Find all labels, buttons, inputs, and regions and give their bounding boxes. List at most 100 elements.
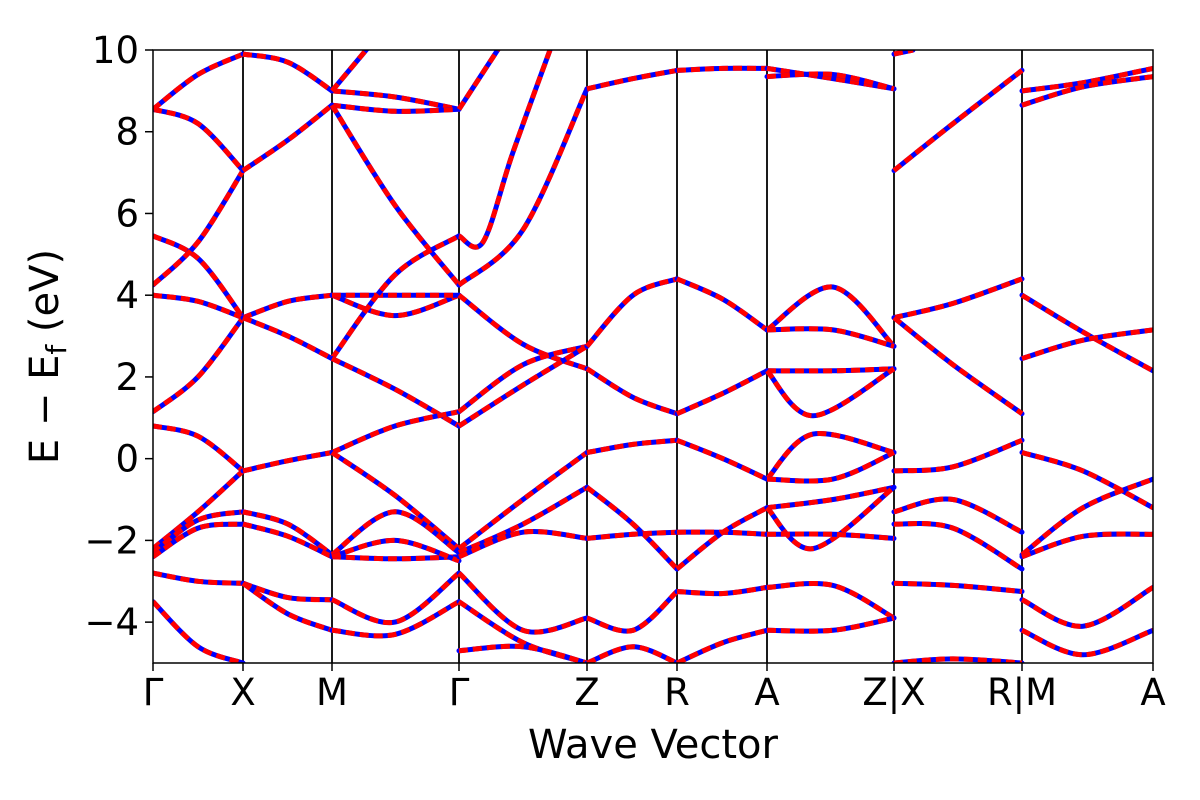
band-line-22	[329, 102, 462, 114]
band-line-overlay-57	[675, 276, 769, 332]
y-tick-label-0: −4	[84, 601, 139, 644]
band-line-overlay-37	[457, 50, 553, 250]
y-tick-label-2: 0	[115, 438, 139, 481]
band-line-34	[329, 570, 462, 626]
band-line-overlay-35	[331, 599, 461, 639]
band-line-overlay-53	[586, 529, 678, 541]
band-line-overlay-50	[585, 366, 678, 417]
band-line-overlay-20	[241, 581, 333, 633]
band-line-54	[584, 589, 680, 634]
band-line-66	[764, 284, 897, 349]
band-line-base-0	[153, 106, 246, 174]
band-line-72	[764, 484, 897, 511]
band-line-overlay-21	[331, 88, 460, 112]
band-line-9	[153, 521, 246, 560]
y-axis-label-main: E − E	[22, 355, 68, 465]
plot-frame	[152, 49, 1154, 664]
band-line-59	[674, 437, 770, 482]
band-line-overlay-56	[676, 65, 768, 73]
band-line-10	[153, 570, 246, 586]
band-line-base-66	[764, 284, 897, 349]
band-line-overlay-94	[1020, 627, 1153, 658]
band-line-base-11	[153, 599, 246, 663]
x-tick-label-3: Γ	[449, 671, 470, 714]
band-line-56	[674, 65, 770, 73]
band-line-38	[456, 86, 590, 288]
band-line-57	[674, 276, 770, 333]
band-line-29	[329, 409, 462, 455]
band-line-42	[456, 450, 590, 552]
band-line-overlay-68	[766, 366, 895, 374]
band-line-overlay-44	[458, 529, 588, 560]
band-line-45	[456, 570, 590, 635]
band-line-overlay-28	[330, 356, 461, 429]
band-line-6	[153, 423, 246, 474]
band-line-33	[329, 537, 462, 564]
band-line-overlay-81	[893, 437, 1023, 474]
band-line-92	[1019, 531, 1153, 560]
band-line-73	[764, 484, 897, 552]
band-line-overlay-18	[242, 521, 334, 559]
band-line-overlay-1	[153, 51, 245, 112]
band-line-overlay-76	[766, 615, 895, 634]
band-line-overlay-90	[1021, 450, 1153, 510]
band-line-base-80	[891, 315, 1025, 417]
band-line-89	[1019, 327, 1153, 361]
band-line-12	[240, 51, 335, 94]
band-line-30	[329, 450, 462, 552]
band-line-base-3	[153, 168, 246, 288]
band-line-overlay-69	[765, 366, 896, 419]
band-line-48	[584, 67, 680, 92]
band-line-base-91	[1019, 476, 1153, 558]
band-line-overlay-3	[153, 169, 246, 287]
band-line-47	[456, 643, 590, 663]
band-line-overlay-65	[766, 71, 895, 92]
band-line-overlay-29	[331, 409, 460, 455]
band-line-overlay-89	[1021, 327, 1153, 361]
band-line-14	[240, 292, 335, 321]
band-line-79	[891, 276, 1025, 321]
band-line-16	[240, 450, 335, 474]
band-line-overlay-67	[766, 326, 895, 349]
band-line-overlay-5	[153, 316, 245, 414]
band-line-37	[456, 50, 553, 250]
band-line-91	[1019, 476, 1153, 558]
band-line-overlay-52	[585, 485, 679, 571]
band-line-overlay-61	[675, 505, 769, 571]
y-tick-label-3: 2	[115, 356, 139, 399]
band-line-overlay-41	[457, 344, 589, 429]
band-line-94	[1019, 627, 1153, 658]
band-line-overlay-27	[330, 233, 461, 361]
band-line-62	[674, 584, 770, 597]
x-tick-label-9: A	[1140, 671, 1165, 714]
band-line-overlay-48	[586, 67, 678, 92]
band-line-overlay-15	[242, 315, 334, 361]
band-line-base-90	[1019, 450, 1153, 511]
band-line-51	[584, 437, 680, 455]
band-line-overlay-75	[766, 581, 896, 621]
bands-layer	[153, 50, 1153, 663]
band-line-20	[240, 580, 335, 633]
band-line-83	[891, 521, 1025, 572]
band-line-overlay-8	[153, 509, 244, 555]
band-line-39	[456, 292, 590, 372]
band-line-49	[584, 276, 680, 349]
band-line-base-37	[456, 50, 553, 250]
band-line-24	[329, 50, 370, 94]
band-line-65	[764, 71, 897, 92]
band-line-63	[674, 627, 770, 663]
band-line-8	[153, 509, 246, 556]
y-axis-label-subscript: f	[40, 344, 73, 355]
band-line-68	[764, 366, 897, 374]
band-line-overlay-43	[457, 485, 589, 555]
x-axis-ticks: Γ X M Γ Z R A Z|X R|M A	[143, 663, 1166, 714]
band-line-81	[891, 437, 1025, 474]
band-line-overlay-33	[331, 537, 460, 564]
band-line-overlay-34	[331, 571, 461, 626]
band-line-55	[584, 644, 680, 663]
band-line-overlay-55	[586, 644, 678, 663]
band-line-15	[240, 315, 335, 361]
band-line-overlay-93	[1020, 585, 1153, 629]
band-line-overlay-86	[1021, 65, 1153, 94]
band-line-74	[764, 531, 897, 541]
